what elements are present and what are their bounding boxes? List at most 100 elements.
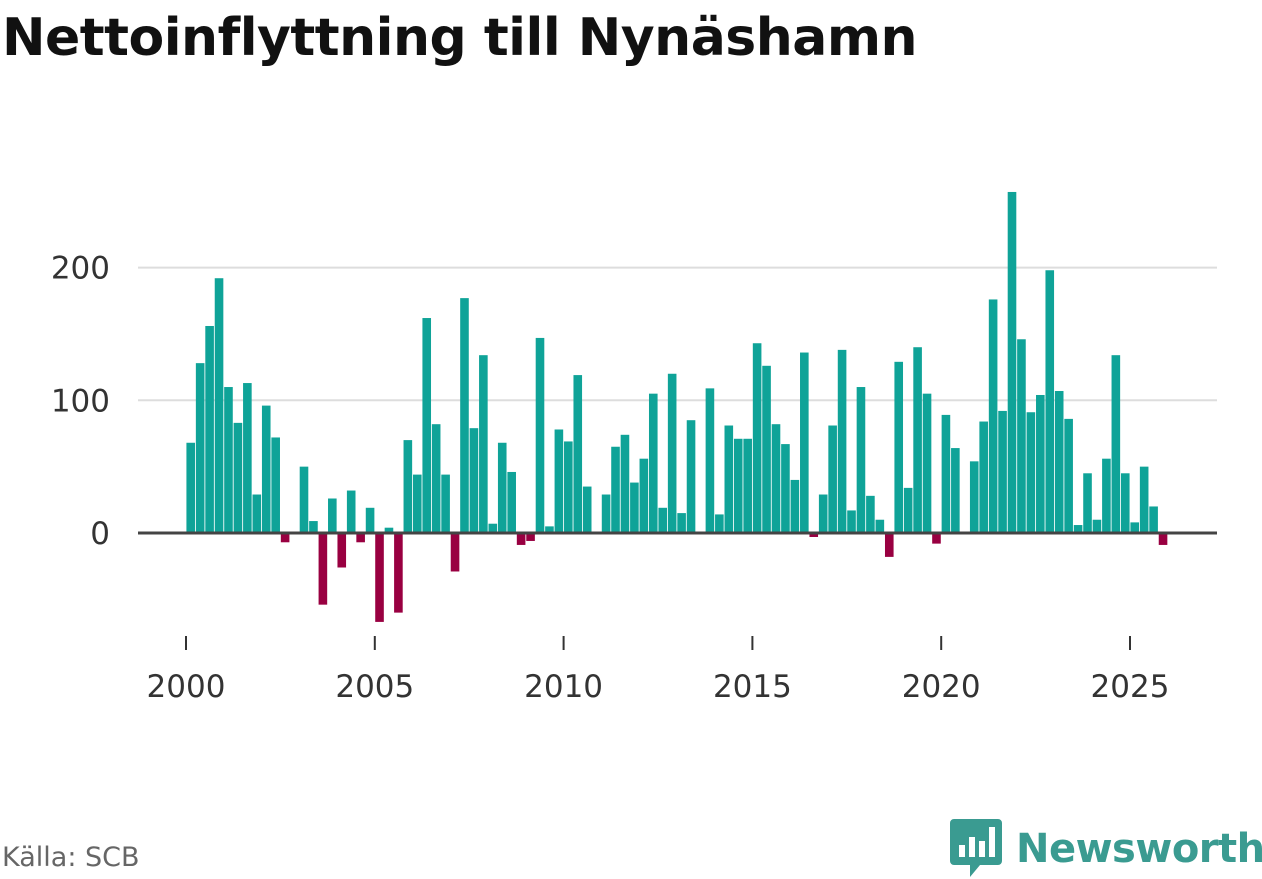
bar	[724, 425, 734, 533]
bar	[1073, 525, 1083, 533]
bar	[516, 533, 526, 545]
bar	[677, 513, 686, 534]
bar	[1139, 466, 1149, 533]
bar	[847, 510, 856, 533]
bar	[582, 486, 592, 534]
bar	[261, 405, 271, 533]
bar	[828, 425, 837, 533]
bar	[214, 278, 224, 533]
bar	[1054, 391, 1064, 533]
bar	[280, 533, 290, 543]
bar	[441, 474, 450, 533]
brand-logo[interactable]: Newsworthy	[950, 818, 1262, 879]
x-tick-label: 2015	[713, 669, 792, 705]
bar	[365, 507, 375, 533]
bar	[252, 494, 262, 533]
bar	[1130, 522, 1140, 533]
x-tick-label: 2025	[1091, 669, 1170, 705]
bar	[743, 438, 752, 533]
bar	[601, 494, 611, 533]
bar	[866, 495, 875, 533]
bar	[507, 471, 516, 533]
bar	[554, 429, 564, 533]
bar	[535, 337, 545, 533]
bar	[394, 533, 403, 613]
bar	[1092, 519, 1102, 533]
bar	[658, 507, 668, 533]
bar	[733, 438, 743, 533]
bar	[488, 523, 498, 533]
bar	[630, 482, 639, 533]
bar	[941, 414, 951, 533]
bar	[403, 440, 413, 533]
newsworthy-chart-bubble-icon	[950, 819, 1002, 877]
bar	[186, 442, 196, 533]
y-tick-label: 0	[90, 516, 110, 552]
y-tick-label: 200	[51, 251, 110, 287]
bar	[762, 365, 771, 533]
bar	[686, 420, 696, 533]
bar	[328, 498, 337, 533]
bar	[1017, 339, 1026, 533]
y-tick-label: 100	[51, 383, 110, 419]
bar	[611, 446, 620, 533]
bar	[526, 533, 535, 541]
bar	[800, 352, 809, 533]
bar	[837, 349, 847, 533]
bar	[450, 533, 460, 572]
bar	[752, 343, 762, 533]
bar	[271, 437, 280, 533]
bar	[431, 424, 441, 533]
bar	[224, 387, 233, 533]
bar	[318, 533, 328, 605]
bar	[309, 521, 318, 533]
bar	[715, 514, 724, 533]
bar	[1064, 418, 1073, 533]
bar	[932, 533, 941, 544]
bar	[1111, 355, 1121, 533]
bar	[790, 479, 800, 533]
bar	[922, 393, 932, 533]
bar	[620, 434, 630, 533]
bar	[705, 388, 715, 533]
bar	[1007, 191, 1017, 533]
gridlines	[138, 266, 1217, 402]
bar	[894, 361, 904, 533]
bar	[564, 441, 573, 533]
bar	[809, 533, 819, 537]
bar	[299, 466, 309, 533]
axes: 0 100 200 2000 2005 2010 2015 2020 2025	[51, 251, 1217, 705]
bar	[988, 299, 998, 533]
bar	[479, 355, 488, 533]
bar	[460, 298, 469, 533]
bar	[667, 373, 677, 533]
bar	[573, 375, 583, 533]
bar	[969, 461, 979, 533]
bar	[1120, 473, 1130, 533]
source-note: Källa: SCB	[2, 842, 140, 873]
bar	[1102, 458, 1111, 533]
bar	[771, 424, 781, 533]
bar	[1036, 394, 1045, 533]
bar	[913, 347, 922, 533]
chart-title: Nettoinflyttning till Nynäshamn	[2, 8, 918, 68]
bar	[998, 410, 1007, 533]
bar	[243, 383, 252, 533]
x-tick-label: 2020	[902, 669, 981, 705]
x-tick-label: 2005	[335, 669, 414, 705]
bar	[205, 325, 214, 533]
brand-name: Newsworthy	[1016, 826, 1262, 872]
bar	[384, 527, 394, 533]
bar	[1026, 412, 1036, 533]
bar	[346, 490, 356, 533]
bar	[781, 444, 790, 533]
bar	[884, 533, 894, 557]
bar	[951, 448, 960, 533]
bar	[233, 422, 243, 533]
bar	[412, 474, 422, 533]
bar	[903, 487, 913, 533]
bar	[469, 428, 479, 533]
bar	[422, 318, 432, 533]
bar	[375, 533, 384, 622]
